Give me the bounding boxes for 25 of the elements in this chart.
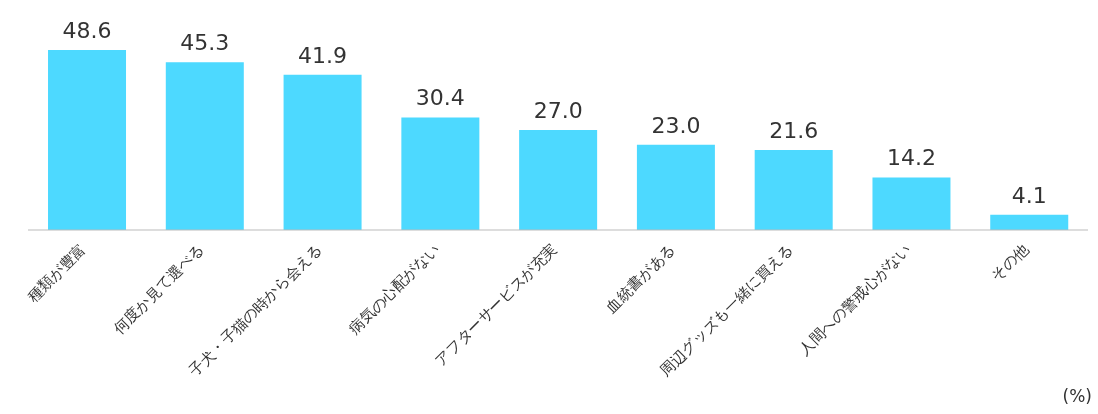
data-label: 23.0 [651,112,701,138]
bar [636,144,715,230]
bar [48,50,127,230]
data-label: 21.6 [769,118,819,143]
bar [519,130,598,230]
x-tick-label: その他 [987,240,1032,285]
x-tick-label: 種類が豊富 [23,240,90,306]
x-tick-label: 血統書がある [602,240,679,317]
x-tick-label: 病気の心配がない [345,240,444,338]
x-tick-label: 人間への警戒心がない [795,240,915,359]
data-label: 30.4 [415,85,465,111]
bar [401,117,480,230]
data-label: 41.9 [298,42,348,68]
bar [990,214,1069,230]
data-label: 48.6 [62,18,112,43]
bar [872,177,951,230]
data-label: 4.1 [1011,182,1047,208]
x-tick-label: 何度か見て選べる [109,240,208,338]
data-label: 45.3 [180,30,230,56]
bar [283,74,362,230]
bar [754,150,833,230]
data-label: 14.2 [886,145,936,171]
text: (%) [1062,386,1092,406]
bar [165,62,244,230]
data-label: 27.0 [533,98,583,123]
